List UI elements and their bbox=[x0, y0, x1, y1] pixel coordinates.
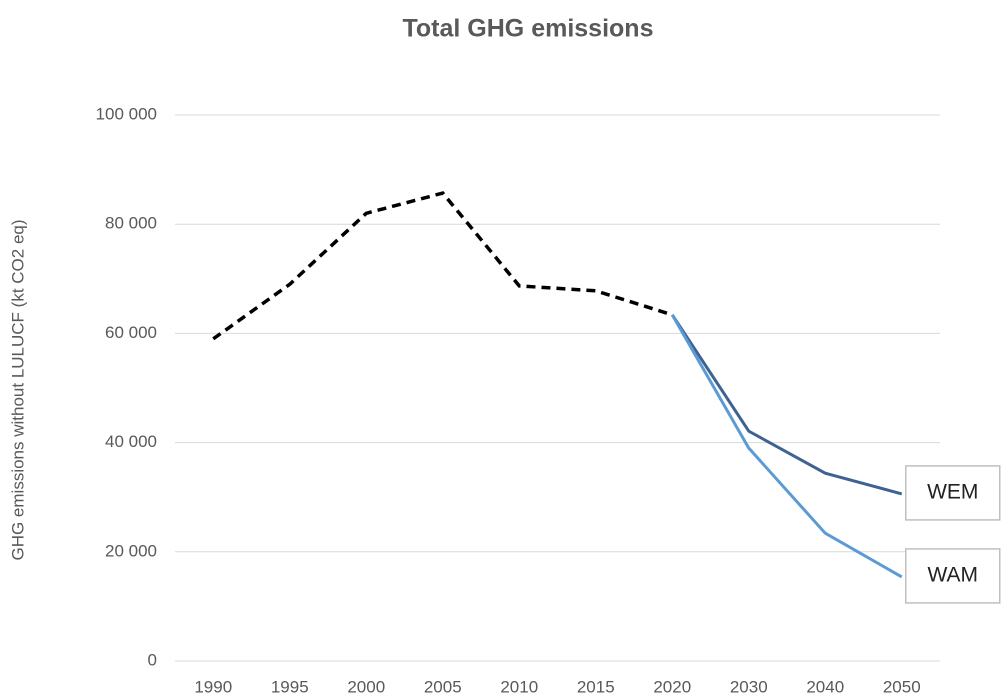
y-tick-label: 20 000 bbox=[105, 541, 157, 560]
x-tick-label: 2010 bbox=[500, 677, 538, 696]
y-tick-label: 0 bbox=[148, 650, 157, 669]
legend-box bbox=[905, 548, 1001, 604]
series-line bbox=[212, 191, 673, 341]
x-tick-label: 2020 bbox=[653, 677, 691, 696]
legend-label: WAM bbox=[927, 563, 978, 586]
x-tick-label: 2005 bbox=[424, 677, 462, 696]
y-tick-label: 60 000 bbox=[105, 323, 157, 342]
y-axis-title: GHG emissions without LULUCF (kt CO2 eq) bbox=[8, 219, 27, 560]
y-tick-label: 40 000 bbox=[105, 432, 157, 451]
x-tick-label: 1990 bbox=[194, 677, 232, 696]
y-tick-label: 80 000 bbox=[105, 214, 157, 233]
y-tick-label: 100 000 bbox=[96, 104, 157, 123]
legend-box bbox=[905, 465, 1001, 521]
x-tick-label: 2015 bbox=[577, 677, 615, 696]
series-line bbox=[670, 314, 903, 579]
x-tick-label: 2040 bbox=[806, 677, 844, 696]
legend-label: WEM bbox=[927, 480, 978, 503]
x-tick-label: 2030 bbox=[730, 677, 768, 696]
series-line bbox=[670, 314, 903, 496]
x-tick-label: 1995 bbox=[271, 677, 309, 696]
x-tick-label: 2050 bbox=[883, 677, 921, 696]
chart-title: Total GHG emissions bbox=[403, 15, 654, 43]
x-tick-label: 2000 bbox=[347, 677, 385, 696]
